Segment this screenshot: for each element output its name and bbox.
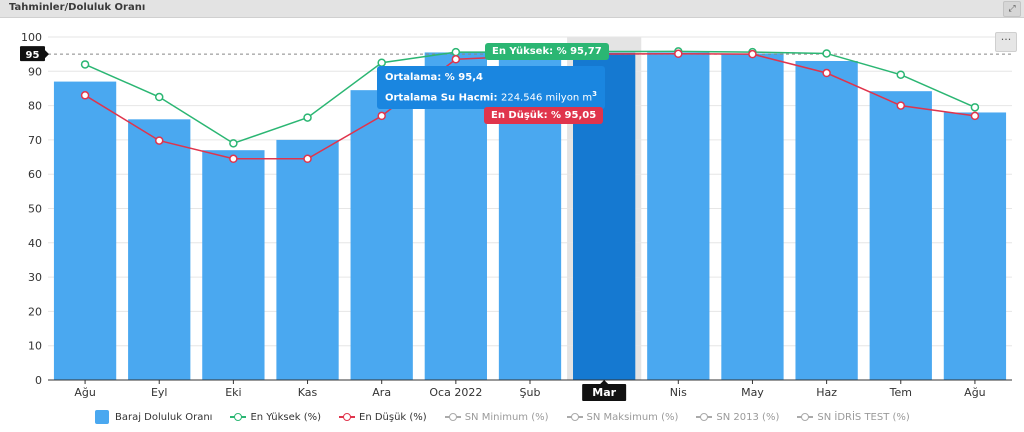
bar	[943, 112, 1007, 381]
x-tick-label: Ağu	[74, 386, 95, 399]
tooltip-high: En Yüksek: % 95,77	[485, 43, 609, 60]
legend-label: SN İDRİS TEST (%)	[817, 411, 910, 423]
y-tick-label: 80	[28, 100, 42, 113]
x-tick-label: Mar	[592, 386, 616, 399]
expand-icon[interactable]: ⤢	[1003, 1, 1021, 17]
legend-item[interactable]: SN İDRİS TEST (%)	[797, 411, 910, 423]
x-tick-label: Oca 2022	[429, 386, 482, 399]
legend-swatch	[444, 412, 461, 422]
reference-line-pointer	[45, 50, 49, 59]
series-point	[451, 47, 461, 57]
series-point	[896, 70, 906, 79]
bar	[647, 52, 710, 381]
bar	[795, 61, 858, 380]
y-tick-label: 0	[35, 374, 42, 387]
legend-label: SN Maksimum (%)	[586, 411, 679, 423]
bar	[721, 53, 784, 381]
x-tick-label: Haz	[816, 386, 837, 399]
tooltip-average: Ortalama: % 95,4 Ortalama Su Hacmi: 224.…	[377, 66, 605, 110]
bar	[869, 91, 932, 380]
bar	[350, 90, 413, 380]
series-point	[377, 111, 386, 121]
x-tick-label: Eki	[225, 386, 241, 399]
legend-label: En Düşük (%)	[359, 411, 427, 423]
legend-item[interactable]: SN Minimum (%)	[444, 411, 549, 423]
series-point	[229, 139, 238, 148]
series-point	[154, 136, 164, 145]
series-point	[229, 154, 238, 164]
x-tick-label: Tem	[889, 386, 912, 399]
y-tick-label: 90	[28, 65, 42, 78]
avg-label: Ortalama:	[385, 72, 442, 83]
series-point	[822, 49, 831, 58]
series-point	[80, 60, 90, 69]
series-point	[748, 49, 757, 59]
y-tick-label: 50	[28, 203, 42, 216]
series-point	[970, 103, 980, 112]
chart-header: Tahminler/Doluluk Oranı ⤢	[0, 0, 1024, 18]
x-tick-label: Nis	[670, 386, 687, 399]
y-tick-label: 20	[28, 305, 42, 318]
legend-label: Baraj Doluluk Oranı	[115, 411, 213, 423]
legend-item[interactable]: En Düşük (%)	[339, 412, 427, 423]
series-point	[674, 49, 683, 59]
y-tick-label: 40	[28, 237, 42, 250]
series-point	[80, 91, 90, 100]
bar	[276, 139, 339, 380]
legend-item[interactable]: SN Maksimum (%)	[566, 411, 679, 423]
y-tick-label: 60	[28, 168, 42, 181]
series-point	[896, 101, 906, 110]
x-tick-label: May	[741, 386, 764, 399]
chart-menu-button[interactable]: ···	[995, 32, 1017, 52]
x-tick-label: Kas	[298, 386, 318, 399]
legend-swatch	[339, 412, 355, 422]
series-point	[970, 111, 980, 121]
x-tick-label: Şub	[520, 386, 541, 399]
legend-swatch	[230, 412, 247, 422]
x-highlight-pointer	[600, 380, 609, 384]
volume-value: 224.546 milyon m	[500, 92, 593, 104]
reference-line-badge	[20, 46, 45, 62]
y-tick-label: 10	[28, 340, 42, 353]
chart-title: Tahminler/Doluluk Oranı	[9, 2, 146, 13]
x-tick-label: Ara	[372, 386, 391, 399]
legend-item[interactable]: En Yüksek (%)	[230, 412, 321, 423]
tooltip-low: En Düşük: % 95,05	[484, 107, 604, 124]
legend-label: SN 2013 (%)	[716, 411, 780, 423]
series-point	[303, 113, 312, 122]
volume-label: Ortalama Su Hacmi:	[385, 92, 498, 104]
legend-label: SN Minimum (%)	[464, 411, 549, 423]
legend-swatch	[95, 410, 109, 424]
volume-unit-sup: 3	[592, 90, 597, 98]
y-tick-label: 30	[28, 271, 42, 284]
legend-item[interactable]: SN 2013 (%)	[696, 412, 779, 423]
y-tick-label: 100	[21, 31, 42, 44]
bar	[128, 119, 191, 380]
legend-label: En Yüksek (%)	[250, 411, 321, 423]
series-point	[822, 68, 831, 78]
x-tick-label: Ağu	[964, 386, 985, 399]
legend-swatch	[696, 412, 713, 422]
x-tick-label: Eyl	[151, 386, 168, 399]
x-highlight-badge	[582, 384, 627, 401]
series-point	[303, 154, 312, 164]
chart-legend: Baraj Doluluk Oranı En Yüksek (%) En Düşük…	[95, 409, 928, 425]
legend-item[interactable]: Baraj Doluluk Oranı	[95, 410, 212, 424]
series-point	[154, 92, 164, 102]
bar	[202, 150, 265, 380]
y-tick-label: 70	[28, 134, 42, 147]
series-point	[451, 55, 461, 64]
reference-line-label: 95	[26, 50, 40, 61]
legend-swatch	[566, 412, 583, 422]
legend-swatch	[797, 412, 814, 422]
bar	[53, 81, 117, 380]
avg-value: % 95,4	[444, 72, 483, 83]
